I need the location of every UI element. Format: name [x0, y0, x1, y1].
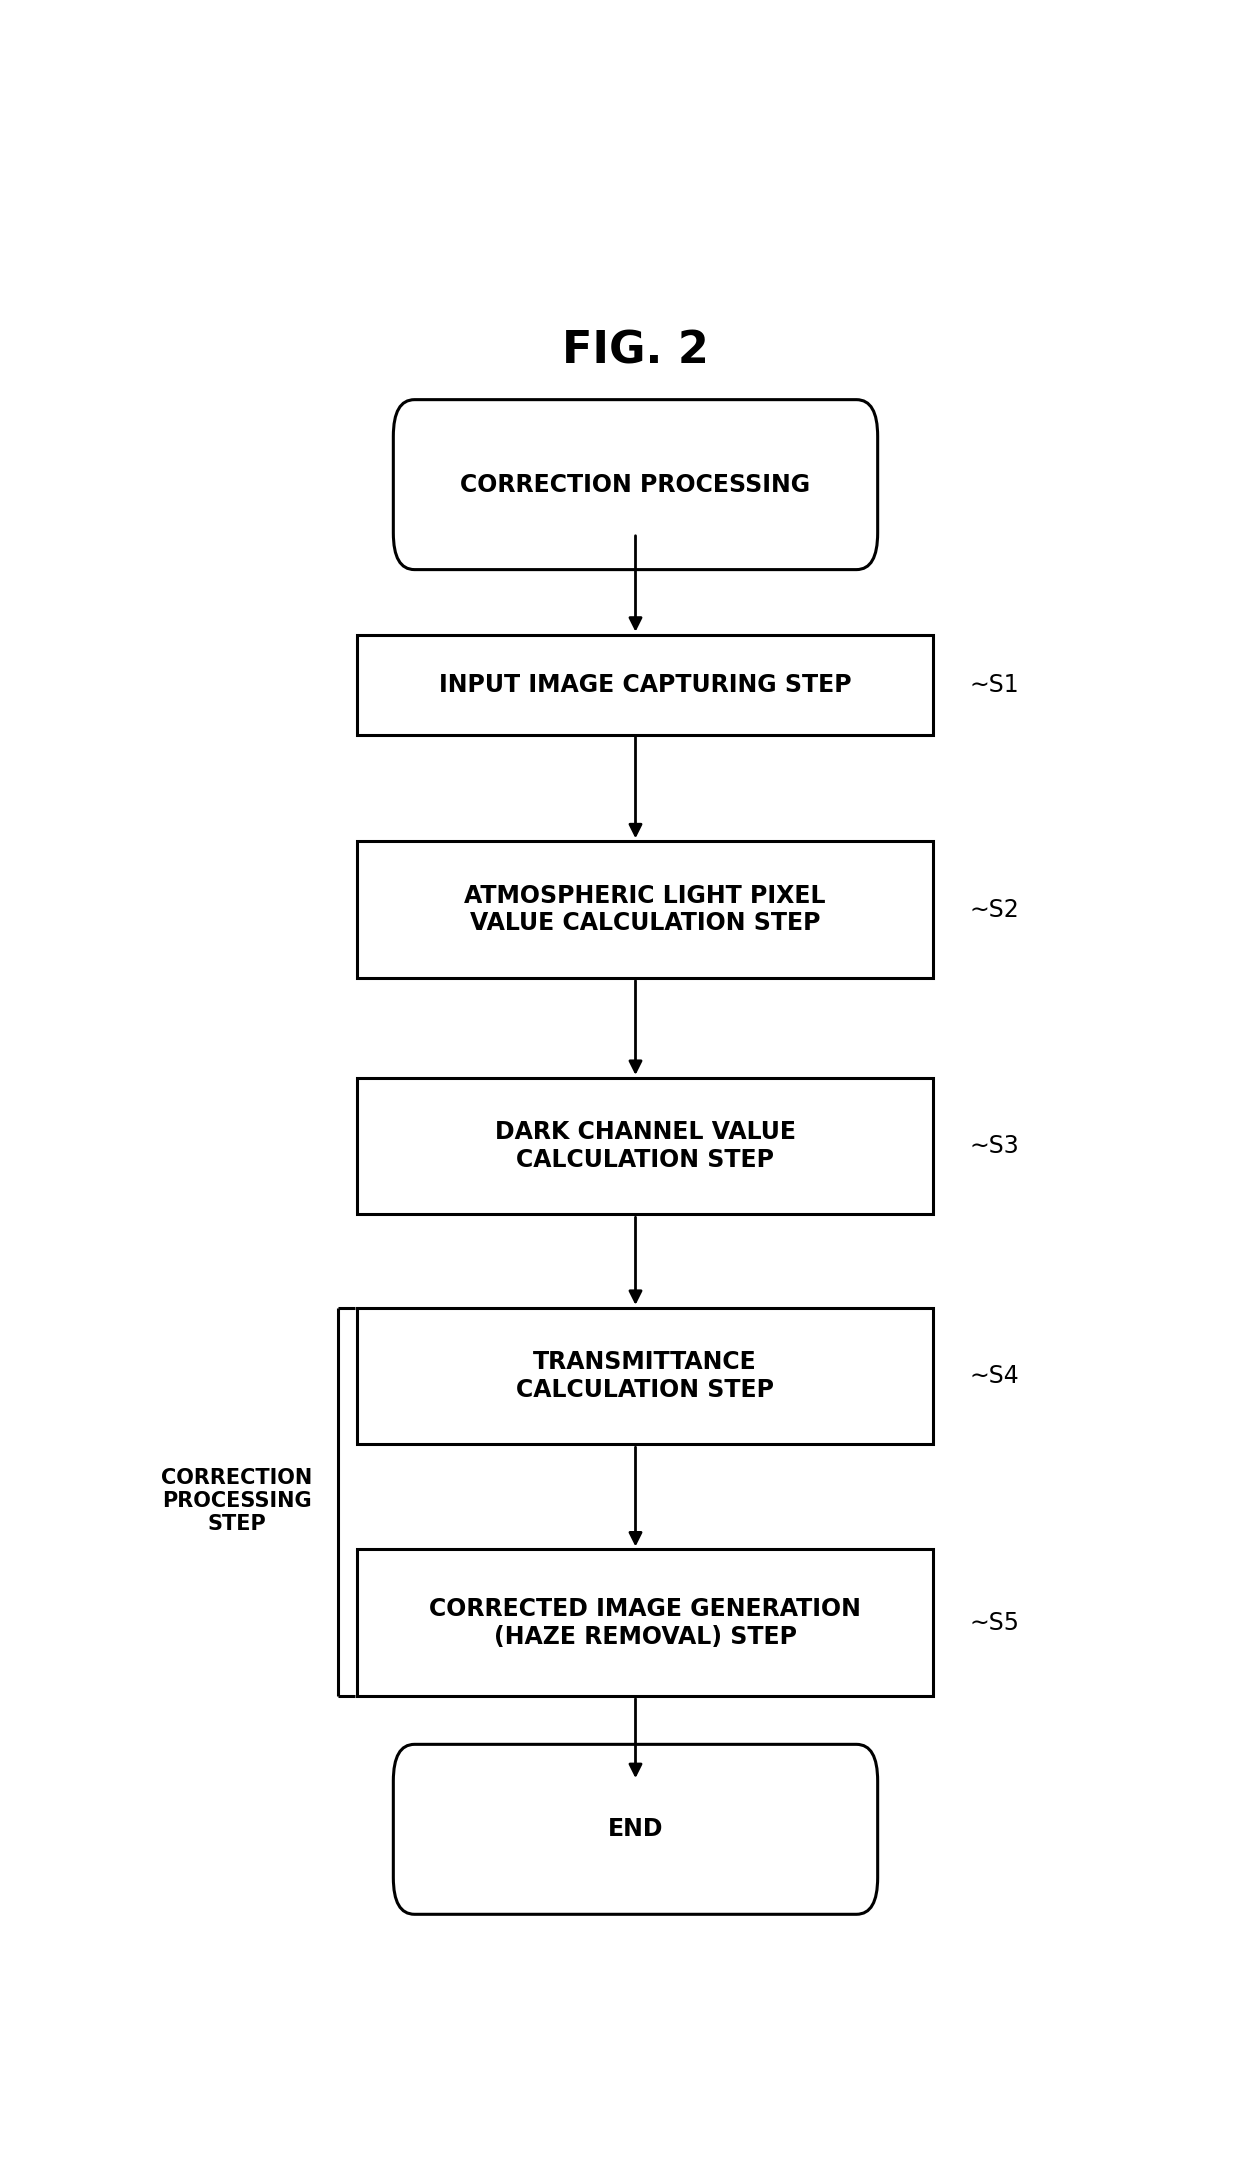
Text: END: END: [608, 1818, 663, 1842]
Text: ATMOSPHERIC LIGHT PIXEL
VALUE CALCULATION STEP: ATMOSPHERIC LIGHT PIXEL VALUE CALCULATIO…: [464, 883, 826, 935]
Text: ∼S4: ∼S4: [970, 1363, 1019, 1387]
FancyBboxPatch shape: [357, 634, 934, 734]
Text: DARK CHANNEL VALUE
CALCULATION STEP: DARK CHANNEL VALUE CALCULATION STEP: [495, 1121, 796, 1173]
Text: INPUT IMAGE CAPTURING STEP: INPUT IMAGE CAPTURING STEP: [439, 673, 852, 697]
FancyBboxPatch shape: [357, 1307, 934, 1443]
Text: ∼S1: ∼S1: [970, 673, 1019, 697]
Text: TRANSMITTANCE
CALCULATION STEP: TRANSMITTANCE CALCULATION STEP: [516, 1350, 774, 1402]
Text: ∼S2: ∼S2: [970, 898, 1019, 922]
FancyBboxPatch shape: [357, 842, 934, 978]
Text: ∼S5: ∼S5: [970, 1610, 1021, 1634]
FancyBboxPatch shape: [393, 400, 878, 569]
FancyBboxPatch shape: [357, 1078, 934, 1214]
FancyBboxPatch shape: [357, 1549, 934, 1697]
Text: CORRECTION PROCESSING: CORRECTION PROCESSING: [460, 472, 811, 496]
Text: CORRECTED IMAGE GENERATION
(HAZE REMOVAL) STEP: CORRECTED IMAGE GENERATION (HAZE REMOVAL…: [429, 1597, 861, 1649]
Text: CORRECTION
PROCESSING
STEP: CORRECTION PROCESSING STEP: [161, 1467, 312, 1534]
FancyBboxPatch shape: [393, 1744, 878, 1915]
Text: FIG. 2: FIG. 2: [562, 329, 709, 372]
Text: ∼S3: ∼S3: [970, 1134, 1019, 1158]
